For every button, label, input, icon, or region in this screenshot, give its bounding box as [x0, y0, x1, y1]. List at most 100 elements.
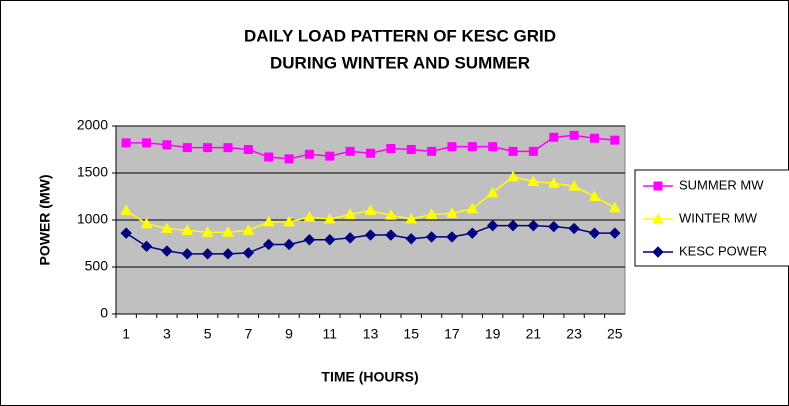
marker — [243, 145, 253, 154]
marker — [527, 175, 540, 186]
marker — [425, 208, 438, 219]
marker — [203, 143, 213, 153]
marker — [181, 224, 194, 235]
marker — [120, 227, 132, 239]
x-tick-label: 11 — [323, 326, 338, 342]
x-tick-label: 13 — [363, 326, 379, 342]
marker — [303, 211, 316, 222]
x-tick-label: 23 — [566, 326, 582, 342]
marker — [547, 177, 560, 188]
marker — [162, 140, 172, 150]
marker — [425, 231, 438, 243]
chart-title: DURING WINTER AND SUMMER — [270, 53, 530, 72]
marker — [121, 138, 131, 148]
marker — [446, 231, 458, 243]
marker — [386, 144, 396, 154]
x-tick-label: 25 — [607, 326, 623, 342]
marker — [262, 215, 275, 227]
y-tick-label: 0 — [100, 305, 108, 321]
y-tick-label: 2000 — [77, 117, 108, 133]
marker — [161, 245, 173, 257]
marker — [569, 130, 579, 140]
marker — [588, 190, 601, 201]
marker — [527, 219, 540, 232]
marker — [323, 213, 336, 224]
x-axis-title: TIME (HOURS) — [321, 369, 418, 385]
marker — [344, 232, 356, 244]
marker — [589, 133, 599, 143]
x-tick-label: 5 — [204, 326, 212, 342]
marker — [427, 146, 437, 156]
marker — [283, 238, 295, 251]
x-tick-label: 3 — [163, 326, 171, 342]
marker — [344, 208, 356, 219]
marker — [142, 138, 152, 148]
marker — [652, 246, 664, 258]
marker — [364, 204, 377, 216]
marker — [284, 154, 294, 164]
marker — [588, 227, 601, 239]
marker — [222, 248, 234, 260]
marker — [222, 226, 234, 237]
marker — [406, 145, 416, 154]
marker — [283, 215, 295, 227]
marker — [366, 148, 375, 158]
marker — [140, 240, 153, 253]
marker — [161, 222, 173, 233]
marker — [345, 146, 355, 156]
marker — [303, 234, 316, 246]
marker — [653, 181, 663, 191]
marker — [486, 186, 499, 198]
marker — [242, 247, 255, 259]
legend-label: KESC POWER — [679, 243, 767, 258]
marker — [405, 233, 417, 245]
marker — [467, 142, 477, 152]
marker — [446, 207, 458, 218]
marker — [262, 238, 275, 251]
x-tick-label: 19 — [485, 326, 501, 342]
legend-label: SUMMER MW — [679, 177, 764, 192]
x-tick-label: 1 — [122, 326, 130, 342]
marker — [385, 209, 397, 220]
marker — [304, 149, 314, 159]
y-tick-label: 1500 — [77, 164, 108, 180]
x-tick-label: 21 — [526, 326, 542, 342]
marker — [549, 132, 559, 142]
y-axis-title: POWER (MW) — [37, 175, 53, 266]
y-tick-label: 1000 — [77, 211, 108, 227]
marker — [223, 143, 233, 153]
x-tick-label: 7 — [244, 326, 252, 342]
marker — [548, 220, 560, 233]
marker — [528, 146, 538, 156]
marker — [466, 227, 479, 239]
chart-title: DAILY LOAD PATTERN OF KESC GRID — [244, 26, 556, 45]
marker — [508, 146, 518, 156]
marker — [507, 219, 519, 232]
marker — [324, 234, 336, 246]
marker — [652, 212, 664, 224]
y-tick-label: 500 — [85, 258, 109, 274]
marker — [568, 180, 580, 191]
marker — [201, 248, 214, 260]
marker — [609, 227, 621, 239]
marker — [242, 224, 255, 235]
x-tick-label: 15 — [403, 326, 419, 342]
marker — [568, 222, 580, 235]
marker — [447, 142, 457, 152]
marker — [610, 135, 620, 145]
marker — [405, 213, 418, 224]
marker — [201, 226, 214, 237]
marker — [507, 170, 519, 182]
marker — [181, 248, 193, 260]
marker — [182, 143, 192, 153]
x-tick-label: 9 — [285, 326, 293, 342]
marker — [364, 229, 377, 241]
marker — [385, 229, 397, 241]
marker — [608, 201, 621, 213]
marker — [325, 151, 335, 161]
marker — [120, 204, 133, 216]
marker — [466, 202, 479, 214]
x-tick-label: 17 — [444, 326, 460, 342]
marker — [140, 217, 153, 229]
